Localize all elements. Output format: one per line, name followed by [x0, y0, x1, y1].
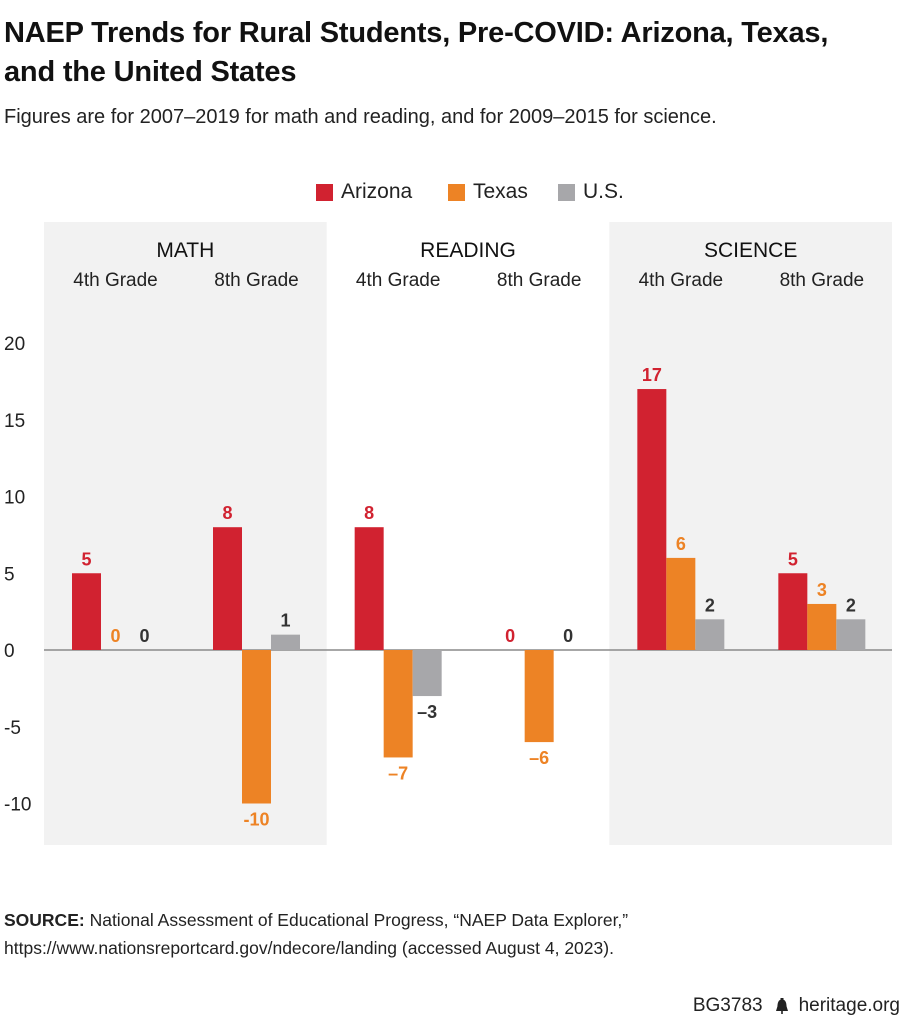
chart-subtitle: Figures are for 2007–2019 for math and r…: [4, 106, 717, 128]
source-label: SOURCE:: [4, 910, 85, 930]
grade-label: 8th Grade: [214, 270, 299, 291]
bar-texas: [807, 603, 837, 650]
data-label: 1: [280, 611, 290, 631]
data-label: 5: [788, 549, 798, 569]
bar-texas: [383, 650, 413, 758]
legend: Arizona Texas U.S.: [0, 180, 906, 210]
grade-label: 8th Grade: [497, 270, 582, 291]
bar-us: [695, 619, 725, 650]
data-label: –6: [529, 748, 549, 768]
data-label: 3: [817, 580, 827, 600]
footer-code: BG3783: [692, 995, 763, 1016]
data-label: 2: [846, 595, 856, 615]
bar-arizona: [72, 573, 101, 650]
bar-us: [271, 634, 300, 650]
bar-arizona: [778, 573, 808, 650]
bar-arizona: [213, 527, 242, 650]
data-label: –7: [388, 763, 408, 783]
legend-label-us: U.S.: [583, 180, 624, 203]
bar-arizona: [637, 389, 667, 650]
legend-swatch-arizona: [316, 183, 333, 201]
y-tick-label: 10: [4, 488, 25, 509]
grade-label: 4th Grade: [73, 270, 158, 291]
y-tick-label: 0: [4, 641, 15, 662]
chart-title: NAEP Trends for Rural Students, Pre-COVI…: [4, 17, 829, 88]
data-label: 2: [705, 595, 715, 615]
data-label: 8: [222, 503, 232, 523]
data-label: -10: [243, 810, 269, 830]
liberty-bell-icon: [775, 998, 789, 1014]
subject-header-reading: READING: [420, 239, 516, 262]
source-text: National Assessment of Educational Progr…: [4, 910, 629, 958]
data-label: 6: [676, 534, 686, 554]
data-label: –3: [417, 702, 437, 722]
source-note: SOURCE: National Assessment of Education…: [4, 906, 902, 962]
y-tick-label: -10: [4, 795, 31, 816]
data-label: 17: [642, 365, 662, 385]
grade-label: 8th Grade: [780, 270, 865, 291]
y-tick-label: 20: [4, 334, 25, 355]
data-label: 0: [139, 626, 149, 646]
data-label: 0: [563, 626, 573, 646]
legend-item-texas: Texas: [448, 180, 528, 204]
legend-label-arizona: Arizona: [341, 180, 413, 203]
y-tick-label: 5: [4, 564, 15, 585]
legend-swatch-us: [558, 183, 575, 201]
footer-site: heritage.org: [798, 995, 900, 1016]
bar-texas: [242, 650, 271, 804]
panel-math: [44, 222, 327, 845]
data-label: 0: [505, 626, 515, 646]
data-label: 5: [81, 549, 91, 569]
grade-label: 4th Grade: [356, 270, 441, 291]
data-label: 8: [364, 503, 374, 523]
bar-us: [412, 650, 442, 697]
bar-arizona: [354, 527, 384, 650]
data-label: 0: [110, 626, 120, 646]
y-tick-label: 15: [4, 411, 25, 432]
legend-item-arizona: Arizona: [316, 180, 412, 204]
grade-label: 4th Grade: [639, 270, 724, 291]
bar-texas: [666, 557, 696, 650]
legend-swatch-texas: [448, 183, 465, 201]
legend-item-us: U.S.: [558, 180, 624, 204]
legend-label-texas: Texas: [473, 180, 528, 203]
subject-header-math: MATH: [156, 239, 214, 262]
y-tick-label: -5: [4, 718, 21, 739]
footer: BG3783 heritage.org: [693, 995, 900, 1017]
bar-texas: [524, 650, 554, 743]
subject-header-science: SCIENCE: [704, 239, 797, 262]
bar-us: [836, 619, 866, 650]
